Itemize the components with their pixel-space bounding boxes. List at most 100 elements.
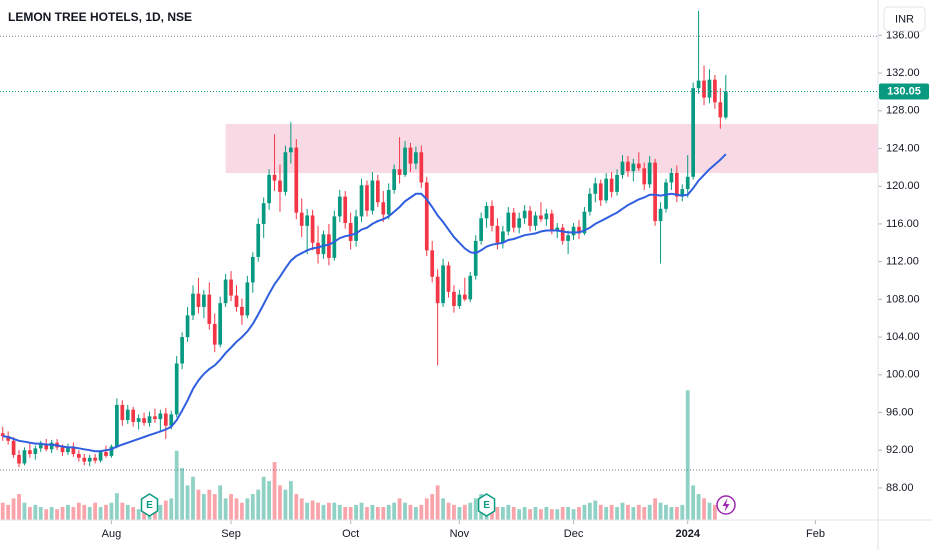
volume-bar — [343, 507, 348, 520]
candle-body — [223, 279, 228, 304]
candle-body — [49, 442, 54, 450]
candle-body — [169, 414, 174, 426]
candle-body — [60, 447, 65, 453]
candle-body — [560, 227, 565, 241]
earnings-label: E — [483, 500, 490, 511]
candle-body — [696, 80, 701, 89]
y-tick-label: 128.00 — [886, 105, 920, 117]
volume-bar — [517, 509, 522, 520]
candle-body — [604, 178, 609, 201]
candle-body — [327, 234, 331, 258]
volume-bar — [44, 509, 49, 520]
y-tick-label: 100.00 — [886, 369, 920, 381]
candle-body — [435, 276, 440, 304]
candle-body — [375, 180, 380, 203]
candle-body — [332, 216, 337, 258]
volume-bar — [533, 507, 538, 520]
volume-bar — [392, 502, 397, 520]
volume-bar — [386, 504, 391, 520]
alert-icon[interactable] — [716, 495, 736, 515]
last-price-tag — [879, 83, 929, 100]
candle-body — [441, 265, 445, 304]
volume-bar — [27, 507, 32, 520]
candle-body — [11, 440, 16, 455]
candle-body — [501, 231, 505, 243]
volume-bar — [544, 507, 549, 520]
candle-body — [158, 413, 163, 420]
volume-bar — [707, 502, 712, 520]
y-tick-label: 96.00 — [886, 406, 914, 418]
candle-body — [571, 226, 576, 236]
candle-body — [528, 210, 532, 226]
volume-bar — [680, 504, 685, 520]
candle-body — [658, 208, 663, 222]
y-tick-label: 120.00 — [886, 180, 920, 192]
candle-body — [702, 80, 706, 98]
alert-bolt[interactable] — [722, 498, 730, 512]
candle-body — [386, 189, 391, 215]
candle-body — [250, 256, 255, 283]
volume-bar — [288, 481, 293, 520]
candle-body — [674, 173, 679, 197]
volume-bar — [283, 489, 288, 520]
volume-bar — [327, 502, 331, 520]
volume-bar — [587, 502, 592, 520]
candle-body — [218, 303, 223, 345]
volume-bar — [109, 502, 114, 520]
x-tick-label: Oct — [342, 528, 359, 540]
candle-body — [348, 222, 353, 241]
candle-body — [272, 174, 277, 181]
volume-bar — [593, 500, 598, 520]
volume-bar — [0, 502, 5, 520]
volume-bar — [55, 509, 59, 520]
candle-body — [98, 452, 103, 461]
volume-bar — [60, 507, 65, 520]
volume-bar — [381, 507, 386, 520]
chart-title: LEMON TREE HOTELS, 1D, NSE — [8, 10, 192, 24]
volume-bar — [500, 507, 505, 520]
candle-body — [588, 193, 592, 212]
currency-button[interactable] — [883, 6, 926, 32]
candle-body — [256, 223, 261, 257]
candle-body — [163, 413, 168, 426]
volume-bar — [566, 507, 571, 520]
currency-label[interactable]: INR — [895, 13, 914, 25]
candle-body — [370, 180, 375, 211]
candle-body — [229, 279, 233, 296]
volume-bar — [17, 494, 21, 520]
candle-body — [185, 315, 190, 338]
volume-bar — [267, 481, 272, 520]
candle-body — [473, 240, 478, 276]
candle-body — [321, 234, 326, 255]
volume-bar — [642, 507, 647, 520]
candle-body — [484, 206, 489, 219]
candle-body — [468, 275, 473, 300]
candle-body — [87, 457, 92, 462]
volume-bar — [201, 494, 206, 520]
candle-body — [174, 363, 179, 415]
volume-bar — [245, 498, 250, 520]
volume-bar — [321, 504, 326, 520]
candle-body — [723, 91, 728, 118]
candle-body — [365, 185, 369, 211]
candle-body — [490, 206, 494, 226]
candle-body — [207, 294, 212, 324]
candle-body — [245, 282, 250, 316]
y-tick-label: 136.00 — [886, 29, 920, 41]
candle-body — [419, 152, 424, 183]
volume-bar — [571, 509, 576, 520]
candle-body — [452, 291, 456, 306]
candle-body — [76, 453, 81, 458]
volume-bar — [212, 494, 217, 520]
candle-body — [707, 79, 712, 98]
volume-bar — [626, 504, 630, 520]
candle-body — [522, 210, 527, 219]
volume-bar — [609, 504, 614, 520]
y-tick-label: 104.00 — [886, 331, 920, 343]
candle-body — [354, 216, 358, 241]
candle-body — [549, 213, 554, 231]
y-tick-label: 92.00 — [886, 444, 914, 456]
volume-bar — [424, 498, 429, 520]
candle-body — [22, 450, 27, 464]
